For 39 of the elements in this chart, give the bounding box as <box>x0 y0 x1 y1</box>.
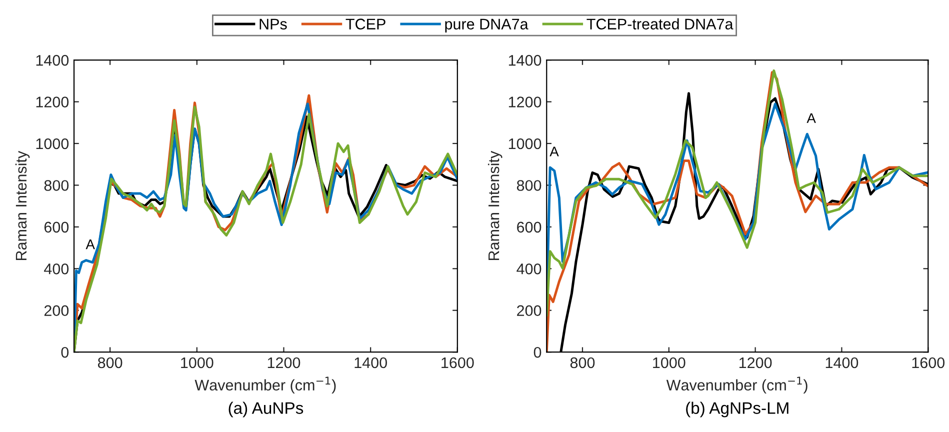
y-tick-label: 1400 <box>36 54 69 66</box>
y-axis-title: Raman Intensity <box>15 150 30 260</box>
y-axis-title: Raman Intensity <box>488 150 502 260</box>
y-tick-label: 1400 <box>508 54 542 66</box>
x-tick-label: 800 <box>570 357 595 368</box>
y-tick-label: 600 <box>517 222 542 233</box>
annotation: A <box>86 240 95 250</box>
y-tick-label: 1200 <box>36 96 69 108</box>
text: (a) AuNPs <box>228 402 304 418</box>
y-tick-label: 800 <box>516 180 542 191</box>
x-tick-label: 1200 <box>739 357 772 368</box>
x-tick-label: 1600 <box>442 357 474 368</box>
x-tick-label: 1200 <box>268 357 300 368</box>
y-tick-label: 0 <box>61 346 69 358</box>
annotation: A <box>550 146 559 156</box>
legend-label: TCEP-treated DNA7a <box>586 18 734 30</box>
y-tick-label: 0 <box>534 346 542 358</box>
x-axis-title: Wavenumber (cm$^{−1}$) <box>194 376 336 394</box>
legend-label: pure DNA7a <box>445 18 528 33</box>
x-tick-label: 1000 <box>653 357 686 368</box>
y-tick-label: 400 <box>516 264 542 274</box>
x-tick-label: 1400 <box>826 357 858 368</box>
y-tick-label: 800 <box>44 180 69 191</box>
y-tick-label: 200 <box>517 305 542 316</box>
x-tick-label: 800 <box>98 357 122 368</box>
annotation: A <box>806 113 816 123</box>
x-tick-label: 1600 <box>912 357 945 368</box>
x-axis-title: Wavenumber (cm$^{−1}$) <box>666 376 808 394</box>
y-tick-label: 1000 <box>508 138 542 150</box>
y-tick-label: 1200 <box>508 96 542 108</box>
legend-label: NPs <box>260 18 287 30</box>
x-tick-label: 1000 <box>181 357 214 368</box>
legend-label: TCEP <box>346 18 386 30</box>
y-tick-label: 1000 <box>36 138 69 150</box>
y-tick-label: 400 <box>44 264 69 274</box>
y-tick-label: 200 <box>44 305 69 316</box>
y-tick-label: 600 <box>44 222 69 233</box>
x-tick-label: 1400 <box>354 357 387 368</box>
text: (b) AgNPs-LM <box>686 402 788 418</box>
